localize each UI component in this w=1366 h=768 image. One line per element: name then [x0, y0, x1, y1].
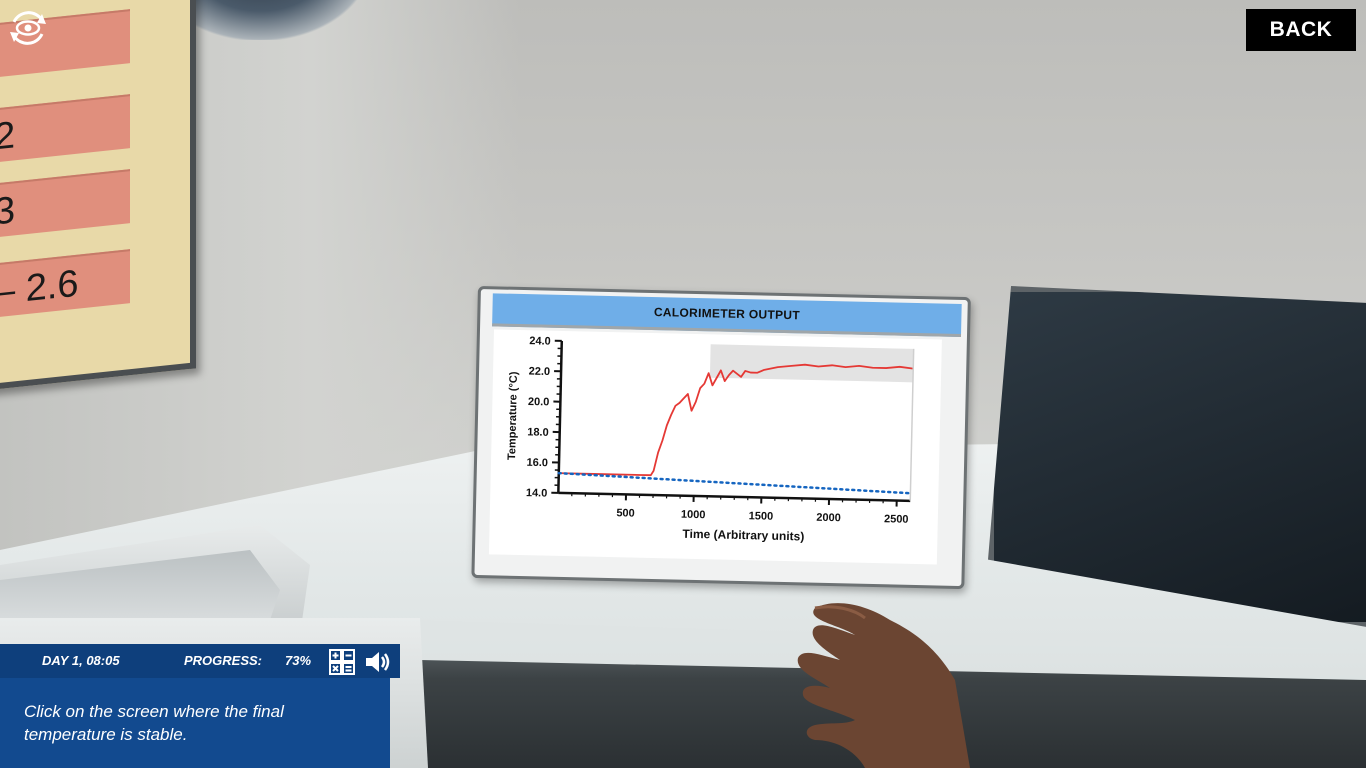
whiteboard-value: – 2.6	[0, 262, 79, 314]
y-tick-label: 20.0	[528, 396, 550, 408]
calorimeter-tablet[interactable]: CALORIMETER OUTPUT 14.0 16.0 18.0 20.0 22.0 2…	[471, 286, 971, 590]
whiteboard-value: 2	[0, 114, 16, 159]
whiteboard-row: – 2.6	[0, 249, 130, 320]
y-tick-label: 16.0	[526, 457, 548, 469]
whiteboard: 2 3 – 2.6	[0, 0, 196, 392]
back-button[interactable]: BACK	[1246, 9, 1356, 51]
speaker-icon[interactable]	[364, 649, 392, 675]
y-tick-label: 24.0	[529, 335, 551, 347]
status-panel: DAY 1, 08:05 PROGRESS: 73% Click on the …	[0, 644, 402, 768]
status-bar: DAY 1, 08:05 PROGRESS: 73%	[0, 644, 400, 678]
x-tick-label: 1500	[749, 510, 774, 523]
whiteboard-row: 2	[0, 94, 130, 165]
hand	[797, 603, 970, 768]
progress-label: PROGRESS:	[184, 653, 263, 668]
x-tick-label: 2500	[884, 513, 909, 526]
chart-panel[interactable]: 14.0 16.0 18.0 20.0 22.0 24.0 500 1000 1500 2000 2…	[488, 329, 942, 565]
x-tick-label: 1000	[681, 509, 706, 522]
calculator-icon[interactable]	[329, 649, 355, 675]
whiteboard-value: 3	[0, 189, 16, 234]
x-tick-label: 2000	[816, 512, 841, 525]
whiteboard-row: 3	[0, 169, 130, 240]
day-time: DAY 1, 08:05	[42, 653, 120, 668]
eye-rotate-icon[interactable]	[6, 6, 50, 50]
instruction-box: Click on the screen where the final temp…	[0, 678, 390, 768]
y-axis-label: Temperature (°C)	[506, 371, 520, 460]
x-tick-label: 500	[616, 507, 635, 519]
y-tick-label: 22.0	[529, 366, 551, 378]
y-tick-label: 14.0	[526, 487, 548, 499]
x-axis-label: Time (Arbitrary units)	[682, 527, 804, 544]
y-tick-label: 18.0	[527, 426, 549, 438]
temperature-line	[558, 363, 914, 477]
tablet-title: CALORIMETER OUTPUT	[653, 304, 801, 323]
baseline-dotted-line	[557, 471, 912, 495]
instruction-text: Click on the screen where the final temp…	[24, 702, 284, 744]
stable-region-highlight	[709, 344, 914, 383]
calorimeter-chart[interactable]: 14.0 16.0 18.0 20.0 22.0 24.0 500 1000 1500 2000 2…	[489, 329, 942, 564]
progress-value: 73%	[285, 653, 312, 668]
plot-right-edge	[909, 348, 915, 501]
